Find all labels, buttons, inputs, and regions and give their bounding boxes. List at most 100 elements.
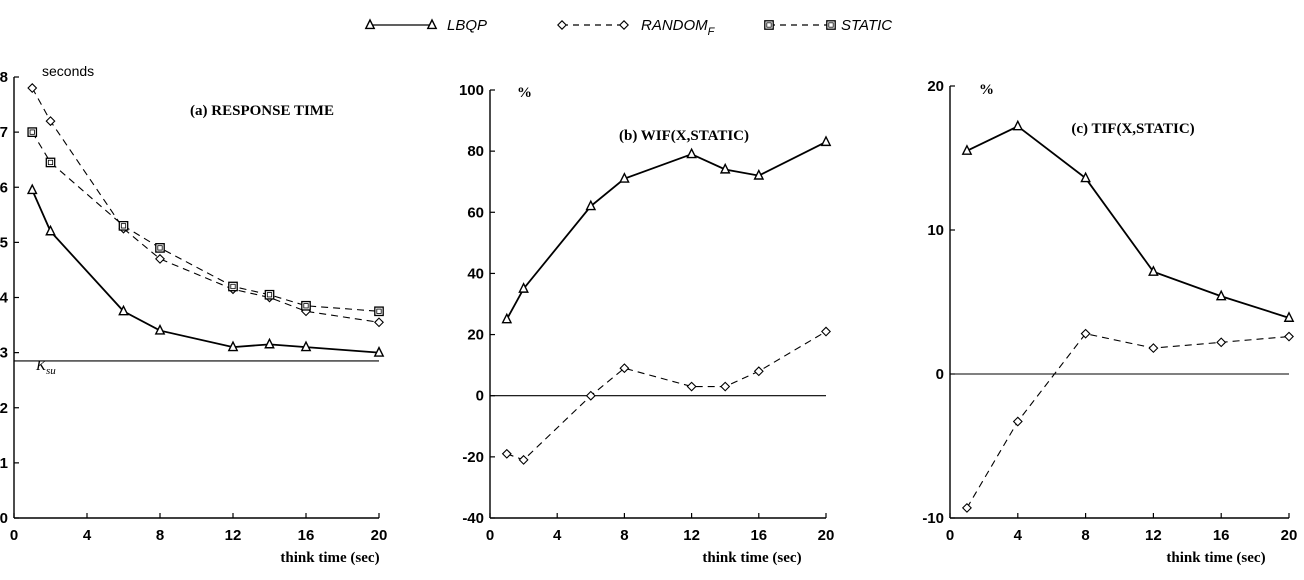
data-point — [753, 366, 764, 377]
data-point — [45, 224, 56, 236]
data-point — [264, 289, 275, 300]
legend-marker — [764, 20, 774, 30]
data-point — [821, 326, 831, 337]
y-tick-label: 40 — [467, 265, 484, 282]
data-point-inner — [266, 292, 273, 298]
unit-label: seconds — [42, 63, 94, 79]
y-tick-label: -40 — [462, 510, 484, 527]
data-point-inner — [230, 283, 236, 290]
data-point — [45, 157, 56, 168]
x-tick-label: 8 — [156, 527, 164, 544]
x-tick-label: 4 — [553, 527, 562, 544]
legend-label: RANDOMF — [641, 17, 716, 38]
data-point — [300, 340, 312, 352]
data-point — [1080, 171, 1091, 183]
series-lbqp — [26, 183, 385, 357]
data-point — [961, 502, 972, 513]
chart-title: (b) WIF(X,STATIC) — [619, 128, 749, 144]
y-tick-label: 10 — [927, 222, 944, 239]
x-tick-label: 0 — [10, 527, 18, 544]
x-tick-label: 0 — [946, 527, 954, 544]
x-tick-label: 4 — [83, 527, 92, 544]
data-point — [619, 363, 630, 374]
y-tick-label: -10 — [922, 510, 944, 527]
data-point — [720, 381, 731, 392]
data-point — [1283, 311, 1295, 322]
data-point-inner — [376, 308, 382, 314]
x-tick-label: 4 — [1014, 527, 1023, 544]
data-point — [373, 346, 385, 357]
legend-marker — [364, 18, 376, 30]
data-point — [686, 381, 697, 392]
x-tick-label: 12 — [225, 527, 242, 544]
y-tick-label: 20 — [467, 327, 484, 344]
series-line — [506, 141, 827, 320]
y-tick-label: 5 — [0, 234, 8, 251]
data-point — [518, 454, 529, 465]
y-tick-label: 4 — [0, 290, 9, 307]
y-tick-label: 0 — [0, 510, 8, 527]
data-point — [154, 324, 166, 335]
series-static — [27, 127, 384, 317]
data-point — [1215, 289, 1227, 301]
y-tick-label: 20 — [927, 78, 944, 95]
legend-marker-inner — [828, 22, 834, 28]
data-point-inner — [157, 245, 163, 251]
series-random-f — [27, 83, 384, 328]
data-point — [518, 282, 529, 293]
series-random-f — [501, 326, 831, 465]
data-point-inner — [120, 223, 127, 229]
x-tick-label: 8 — [620, 527, 628, 544]
data-point — [1148, 343, 1159, 354]
x-tick-label: 20 — [818, 527, 835, 544]
x-tick-label: 12 — [683, 527, 700, 544]
data-point — [374, 317, 384, 328]
y-tick-label: 0 — [476, 388, 484, 405]
data-point — [585, 199, 597, 211]
y-tick-label: 0 — [936, 366, 944, 383]
data-point — [301, 300, 311, 311]
series-line — [31, 87, 380, 323]
data-point — [155, 243, 165, 253]
x-tick-label: 0 — [486, 527, 494, 544]
x-axis-label: think time (sec) — [280, 550, 379, 566]
y-tick-label: 3 — [0, 345, 8, 362]
data-point — [719, 162, 731, 174]
data-point — [118, 220, 129, 231]
legend-marker — [826, 20, 836, 30]
y-tick-label: 7 — [0, 124, 8, 141]
legend-label: LBQP — [447, 17, 487, 34]
data-point — [753, 169, 765, 180]
chart-title: (c) TIF(X,STATIC) — [1071, 121, 1194, 137]
data-point — [820, 135, 832, 147]
series-line — [31, 189, 380, 354]
reference-line-label-sub: su — [46, 365, 56, 377]
series-line — [966, 125, 1290, 319]
data-point — [619, 172, 630, 183]
data-point — [118, 304, 129, 316]
data-point — [1284, 331, 1294, 342]
data-point — [155, 253, 165, 264]
data-point — [1012, 416, 1023, 427]
y-tick-label: 8 — [0, 69, 8, 86]
y-tick-label: 80 — [467, 143, 484, 160]
data-point — [1012, 119, 1024, 131]
y-tick-label: -20 — [462, 449, 484, 466]
data-point — [227, 340, 239, 352]
data-point — [686, 147, 697, 159]
data-point — [264, 337, 275, 349]
series-lbqp — [961, 119, 1295, 322]
legend-marker — [426, 18, 438, 30]
series-line — [966, 333, 1290, 509]
y-tick-label: 2 — [0, 400, 8, 417]
data-point — [1148, 265, 1159, 276]
data-point — [27, 127, 38, 137]
legend-item-random: RANDOMF — [557, 17, 716, 38]
x-axis-label: think time (sec) — [702, 550, 801, 566]
data-point — [501, 312, 513, 324]
data-point — [27, 83, 38, 94]
x-tick-label: 20 — [1281, 527, 1298, 544]
data-point-inner — [29, 129, 35, 135]
